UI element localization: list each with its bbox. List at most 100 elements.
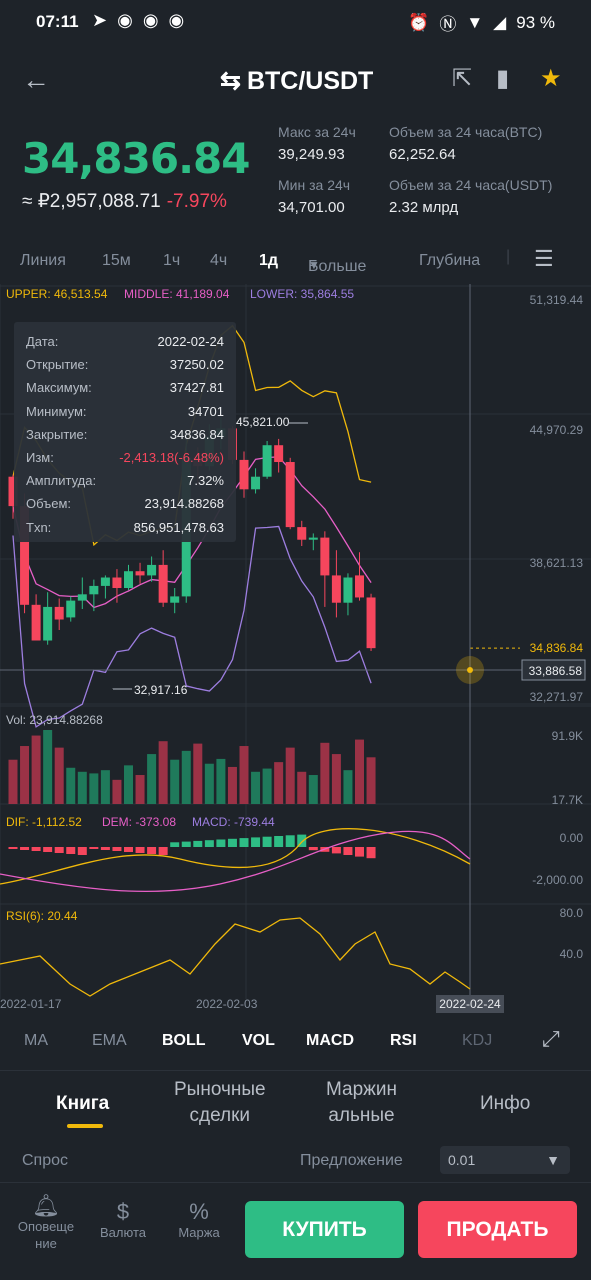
- nav-label: ние: [35, 1236, 57, 1251]
- buy-button[interactable]: КУПИТЬ: [245, 1201, 404, 1258]
- volume-bar: [227, 766, 237, 804]
- orderbook-header: Спрос Предложение: [0, 1140, 591, 1180]
- macd-bar: [227, 838, 237, 847]
- fullscreen-icon[interactable]: ⤢: [542, 1026, 560, 1051]
- tab-info[interactable]: Инфо: [480, 1093, 531, 1114]
- caret-down-icon: ▼: [546, 1152, 560, 1168]
- favorite-star-icon[interactable]: ★: [540, 65, 562, 92]
- pair-selector[interactable]: ⇆ BTC/USDT: [220, 66, 373, 96]
- macd-bar: [100, 847, 110, 850]
- crosshair-dot: [467, 667, 473, 673]
- ind-ma[interactable]: MA: [24, 1032, 48, 1049]
- volume-bar: [297, 771, 307, 804]
- tooltip-row: Txn: 856,951,478.63: [26, 516, 224, 539]
- sell-button[interactable]: ПРОДАТЬ: [418, 1201, 577, 1258]
- tab-1h[interactable]: 1ч: [163, 252, 181, 269]
- volume-bar: [308, 775, 318, 804]
- candle-body: [20, 506, 30, 605]
- candle-body: [158, 564, 168, 603]
- discord-icon: ◉: [142, 10, 159, 30]
- macd-bar: [31, 847, 41, 851]
- rsi-tick: 80.0: [560, 906, 584, 920]
- macd-bar: [20, 847, 30, 850]
- ind-boll[interactable]: BOLL: [162, 1032, 206, 1049]
- ind-kdj[interactable]: KDJ: [462, 1032, 493, 1049]
- ind-macd[interactable]: MACD: [306, 1032, 354, 1049]
- stat-label: Объем за 24 часа(USDT): [389, 177, 553, 193]
- candle-body: [355, 575, 364, 598]
- macd-bar: [43, 847, 53, 852]
- share-icon[interactable]: ⇱: [452, 65, 473, 92]
- stat-value: 39,249.93: [278, 146, 345, 163]
- candle-body: [8, 476, 18, 507]
- ind-vol[interactable]: VOL: [242, 1032, 275, 1049]
- ind-ema[interactable]: EMA: [92, 1032, 127, 1049]
- candle-body: [331, 575, 341, 603]
- volume-bar: [170, 759, 180, 804]
- volume-bar: [193, 743, 203, 804]
- macd-bar: [66, 847, 76, 854]
- candle-body: [262, 445, 272, 477]
- rsi-label: RSI(6): 20.44: [6, 909, 78, 923]
- macd-dif-line: [0, 828, 471, 885]
- volume-bar: [100, 770, 110, 804]
- discord-icon: ◉: [117, 10, 133, 30]
- candle-body: [31, 604, 41, 641]
- tooltip-key: Изм:: [26, 450, 54, 466]
- macd-bar: [124, 847, 133, 852]
- nav-label: Маржа: [178, 1225, 220, 1240]
- discord-icon: ◉: [168, 10, 185, 30]
- tooltip-key: Дата:: [26, 334, 59, 350]
- tooltip-value: 2022-02-24: [157, 334, 225, 350]
- macd-bar: [204, 840, 214, 847]
- candle-body: [320, 537, 330, 576]
- currency-button[interactable]: $ Валюта: [94, 1201, 152, 1241]
- tooltip-value: 34701: [187, 403, 224, 419]
- macd-tick: -2,000.00: [532, 873, 583, 887]
- tooltip-key: Txn:: [26, 519, 52, 535]
- tab-15m[interactable]: 15м: [102, 252, 131, 269]
- percent-icon: %: [189, 1199, 209, 1224]
- tab-depth[interactable]: Глубина: [419, 252, 481, 269]
- back-arrow-icon[interactable]: ←: [22, 64, 50, 95]
- tab-more-label: Больше: [308, 258, 367, 275]
- stat-label: Мин за 24ч: [278, 177, 351, 193]
- candle-body: [308, 537, 318, 540]
- tab-label: Рыночные: [174, 1079, 266, 1100]
- candle-body: [43, 606, 53, 641]
- tab-line[interactable]: Линия: [20, 252, 66, 269]
- macd-dif-label: DIF: -1,112.52: [6, 815, 82, 829]
- volume-bar: [204, 763, 214, 804]
- tab-trades[interactable]: Рыночные сделки: [174, 1077, 266, 1129]
- notification-icons: ➤ ◉ ◉ ◉: [92, 10, 184, 31]
- crosshair-price-label: 33,886.58: [529, 664, 583, 678]
- tab-margin[interactable]: Маржин альные: [326, 1077, 397, 1129]
- stat-vol-usdt: Объем за 24 часа(USDT) 2.32 млрд: [389, 177, 552, 216]
- tooltip-row: Закрытие: 34836.84: [26, 423, 224, 446]
- tooltip-row: Дата: 2022-02-24: [26, 330, 224, 353]
- macd-bar: [147, 847, 157, 854]
- price-step-select[interactable]: 0.01 ▼: [440, 1146, 570, 1174]
- volume-bar: [158, 741, 168, 804]
- tooltip-row: Изм: -2,413.18(-6.48%): [26, 446, 224, 469]
- margin-button[interactable]: % Маржа: [172, 1199, 226, 1241]
- tooltip-key: Открытие:: [26, 357, 89, 373]
- tab-4h[interactable]: 4ч: [210, 252, 228, 269]
- tooltip-value: -2,413.18(-6.48%): [119, 450, 224, 466]
- macd-bar: [331, 847, 341, 854]
- date-tick: 2022-02-03: [196, 997, 258, 1011]
- macd-bar: [285, 835, 295, 847]
- bookmark-book-icon[interactable]: ▮: [496, 65, 510, 92]
- ind-rsi[interactable]: RSI: [390, 1032, 417, 1049]
- settings-sliders-icon[interactable]: ☰: [534, 246, 554, 271]
- volume-bar: [66, 767, 76, 804]
- boll-upper-label: UPPER: 46,513.54: [6, 287, 108, 301]
- alerts-button[interactable]: 🔔︎ Оповеще ние: [14, 1195, 78, 1252]
- tab-book[interactable]: Книга: [56, 1093, 110, 1114]
- stat-value: 62,252.64: [389, 146, 456, 163]
- candle-body: [285, 462, 295, 528]
- volume-bar: [8, 759, 18, 804]
- tab-1d[interactable]: 1д: [259, 252, 279, 269]
- volume-bar: [285, 747, 295, 804]
- candle-body: [274, 445, 284, 463]
